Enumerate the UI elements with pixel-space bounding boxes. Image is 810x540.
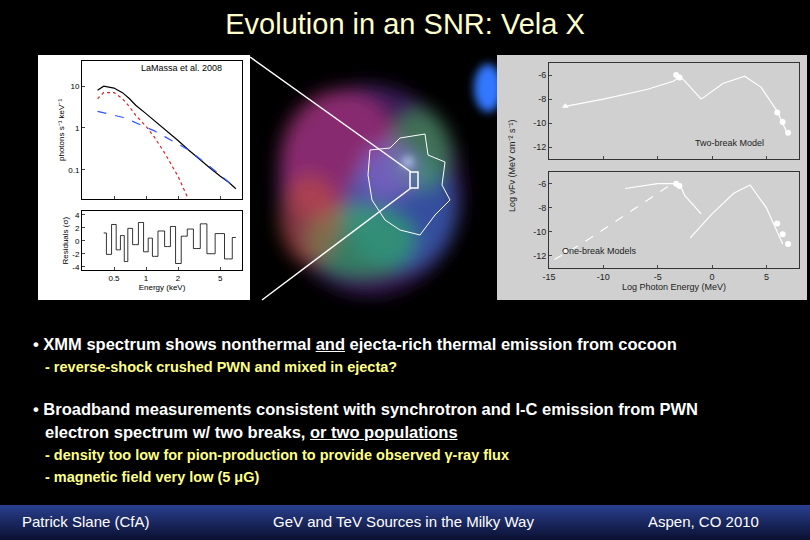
svg-text:-10: -10 [533,227,546,237]
svg-text:1: 1 [75,124,80,133]
svg-text:One-break Models: One-break Models [562,246,637,256]
svg-text:-10: -10 [597,272,610,282]
svg-text:0.1: 0.1 [68,166,80,175]
html-text:- reverse-shock crushed PWN an: - reverse-shock crushed PWN and mixed in… [45,359,398,375]
svg-text:-5: -5 [654,272,662,282]
svg-text:Log νFν (MeV cm⁻² s⁻¹): Log νFν (MeV cm⁻² s⁻¹) [507,119,517,212]
svg-text:photons s⁻¹ keV⁻¹: photons s⁻¹ keV⁻¹ [57,99,66,161]
svg-text:Two-break Model: Two-break Model [695,138,764,148]
svg-text:Log Photon Energy (MeV): Log Photon Energy (MeV) [622,282,726,292]
html-text:Patrick Slane (CfA): Patrick Slane (CfA) [22,513,150,530]
svg-text:-4: -4 [72,263,80,272]
html-text:- magnetic field very low (5 μ: - magnetic field very low (5 μG) [45,469,260,485]
svg-text:Residuals (σ): Residuals (σ) [61,217,70,265]
svg-text:4: 4 [75,211,80,220]
svg-text:Energy (keV): Energy (keV) [139,283,186,292]
html-text:- density too low for pion-pro: - density too low for pion-production to… [45,447,509,463]
svg-text:-12: -12 [533,142,546,152]
svg-text:0: 0 [710,272,715,282]
html-text:• Broadband measurements consi: • Broadband measurements consistent with… [33,400,698,418]
html-text:GeV and TeV Sources in the Mil: GeV and TeV Sources in the Milky Way [273,513,534,530]
svg-text:5: 5 [218,274,223,283]
svg-text:LaMassa et al. 2008: LaMassa et al. 2008 [141,63,222,73]
svg-text:1: 1 [144,274,149,283]
svg-text:2: 2 [75,224,80,233]
svg-text:-10: -10 [533,118,546,128]
svg-text:0: 0 [75,237,80,246]
svg-text:-15: -15 [542,272,555,282]
svg-text:-6: -6 [538,70,546,80]
svg-text:-12: -12 [533,251,546,261]
html-text:Aspen, CO 2010: Aspen, CO 2010 [648,513,759,530]
svg-text:2: 2 [176,274,181,283]
svg-text:-8: -8 [538,94,546,104]
svg-text:0.5: 0.5 [108,274,120,283]
svg-text:-2: -2 [72,250,80,259]
html-text:• XMM spectrum shows nontherma: • XMM spectrum shows nonthermal and ejec… [33,335,677,353]
svg-text:10: 10 [70,82,79,91]
html-text:Evolution in an SNR: Vela X: Evolution in an SNR: Vela X [225,8,585,40]
svg-text:5: 5 [764,272,769,282]
svg-text:-6: -6 [538,179,546,189]
html-text:electron spectrum w/ two break: electron spectrum w/ two breaks, or two … [45,423,458,441]
svg-text:-8: -8 [538,203,546,213]
